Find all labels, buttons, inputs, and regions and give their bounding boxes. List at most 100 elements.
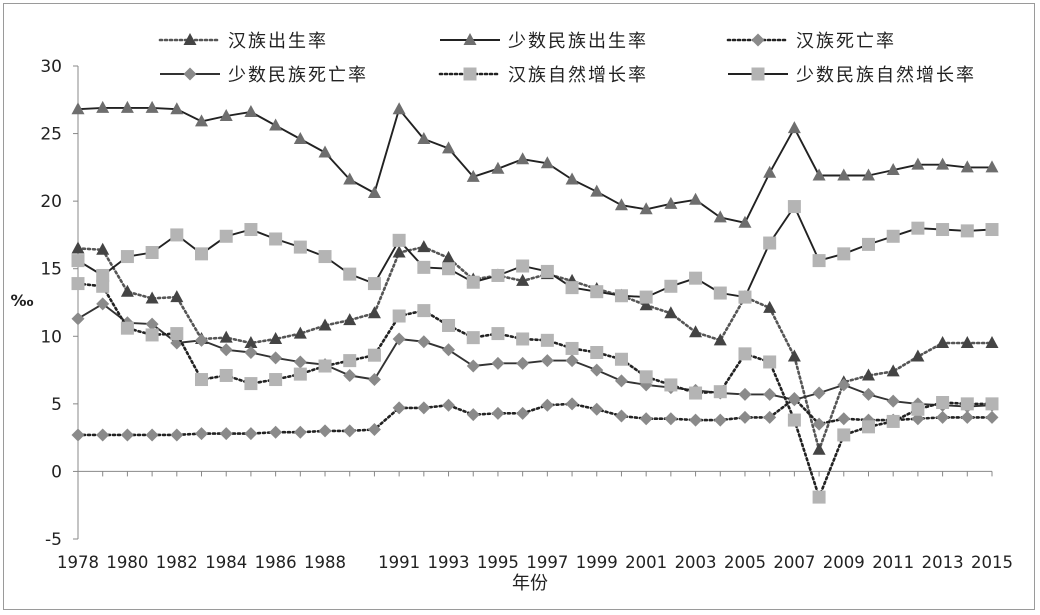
data-point [96, 428, 110, 442]
x-tick-label: 1997 [526, 553, 568, 572]
data-point [985, 160, 999, 173]
data-point [911, 402, 925, 416]
data-point [491, 327, 505, 341]
data-point [812, 168, 826, 181]
data-point [293, 240, 307, 254]
data-point [936, 157, 950, 170]
legend-item: 少数民族自然增长率 [728, 65, 976, 86]
data-point [763, 236, 777, 250]
data-point [145, 328, 159, 342]
y-tick-label: 25 [40, 125, 62, 145]
data-point [837, 428, 851, 442]
data-point [145, 428, 159, 442]
data-point [417, 260, 431, 274]
data-point [590, 363, 604, 377]
data-point [71, 102, 85, 115]
data-point [367, 423, 381, 437]
data-point [219, 330, 233, 343]
data-point [516, 259, 530, 273]
data-point [664, 412, 678, 426]
data-point [417, 131, 431, 144]
data-point [96, 242, 110, 255]
data-point [664, 196, 678, 209]
data-point [318, 250, 332, 264]
data-point [120, 250, 134, 264]
data-point [565, 397, 579, 411]
legend-marker [751, 33, 765, 47]
data-point [170, 228, 184, 242]
data-point [71, 254, 85, 268]
data-point [787, 349, 801, 362]
data-point [812, 442, 826, 455]
series-1 [71, 240, 999, 455]
data-point [145, 245, 159, 259]
data-point [639, 412, 653, 426]
data-point [392, 401, 406, 415]
data-point [540, 264, 554, 278]
series-4 [71, 297, 999, 414]
data-point [293, 367, 307, 381]
series-line [76, 282, 994, 499]
data-point [713, 286, 727, 300]
data-point [244, 346, 258, 360]
data-point [96, 297, 110, 311]
data-point [343, 354, 357, 368]
data-point [985, 336, 999, 349]
data-point [145, 100, 159, 113]
data-point [689, 192, 703, 205]
data-point [170, 327, 184, 341]
data-point [392, 332, 406, 346]
x-tick-label: 2015 [971, 553, 1013, 572]
series-2 [71, 100, 999, 228]
series-5 [71, 277, 999, 504]
x-tick-label: 1986 [255, 553, 297, 572]
data-point [837, 412, 851, 426]
y-tick-label: 15 [40, 260, 62, 280]
data-point [71, 428, 85, 442]
data-point [417, 240, 431, 253]
data-point [466, 331, 480, 345]
data-point [689, 271, 703, 285]
series-6 [71, 200, 999, 304]
data-point [417, 304, 431, 318]
y-axis-label: ‰ [10, 291, 33, 310]
data-point [664, 306, 678, 319]
legend-label: 少数民族自然增长率 [796, 65, 976, 86]
data-point [269, 373, 283, 387]
data-point [763, 355, 777, 369]
x-tick-label: 2013 [922, 553, 964, 572]
data-point [516, 332, 530, 346]
data-point [392, 233, 406, 247]
data-point [960, 397, 974, 411]
legend-label: 汉族出生率 [228, 31, 328, 52]
data-point [343, 368, 357, 382]
data-point [219, 368, 233, 382]
data-point [886, 163, 900, 176]
x-tick-label: 1980 [106, 553, 148, 572]
data-point [96, 268, 110, 282]
data-point [367, 306, 381, 319]
data-point [787, 393, 801, 407]
data-point [861, 387, 875, 401]
data-point [886, 394, 900, 408]
legend-label: 汉族死亡率 [796, 31, 896, 52]
data-point [442, 318, 456, 332]
legend-item: 少数民族死亡率 [160, 65, 366, 86]
y-tick-label: 0 [51, 462, 62, 482]
data-point [269, 331, 283, 344]
x-tick-label: 1988 [304, 553, 346, 572]
data-point [540, 156, 554, 169]
data-point [219, 109, 233, 122]
x-tick-label: 1982 [156, 553, 198, 572]
legend-label: 汉族自然增长率 [508, 65, 648, 86]
data-point [318, 318, 332, 331]
legend-item: 汉族自然增长率 [438, 65, 648, 86]
data-point [516, 152, 530, 165]
data-point [466, 359, 480, 373]
data-point [244, 336, 258, 349]
series-line [77, 302, 993, 408]
y-tick-label: -5 [45, 530, 62, 550]
data-point [936, 223, 950, 237]
